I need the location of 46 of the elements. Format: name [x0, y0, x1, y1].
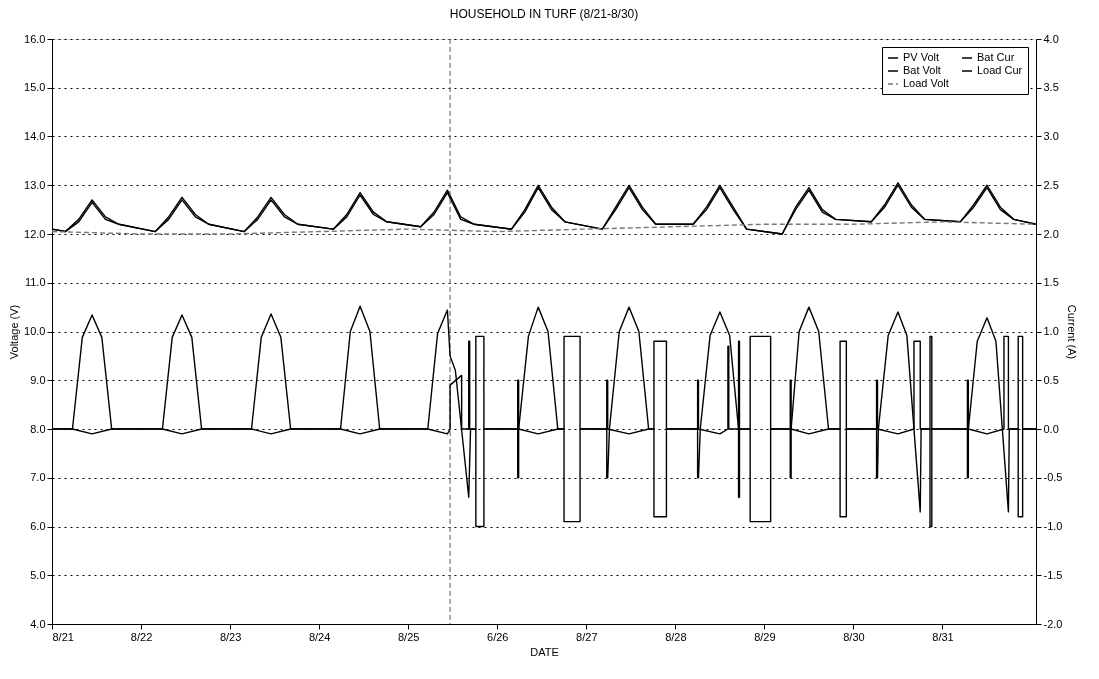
y-tick-label: 14.0 [24, 130, 46, 142]
y2-tick-label: -1.5 [1043, 568, 1063, 581]
y2-tick-label: 3.0 [1043, 130, 1059, 142]
y-tick-label: 12.0 [24, 227, 46, 240]
y2-tick-label: 2.5 [1043, 178, 1059, 191]
x-tick-label: 8/21 [52, 630, 74, 643]
y-tick-label: 7.0 [30, 471, 46, 484]
x-tick-label: 8/27 [576, 630, 598, 643]
x-tick-label: 8/23 [219, 630, 242, 643]
y2-tick-label: 2.0 [1043, 227, 1059, 240]
y2-tick-label: -1.0 [1043, 520, 1063, 532]
y-tick-label: 6.0 [30, 520, 46, 532]
x-tick-label: 8/28 [665, 630, 687, 643]
legend-label: Bat Cur [977, 51, 1015, 63]
y2-tick-label: 0.0 [1043, 422, 1059, 435]
chart-title: HOUSEHOLD IN TURF (8/21-8/30) [449, 7, 639, 21]
y-tick-label: 8.0 [30, 422, 46, 435]
x-tick-label: 8/30 [843, 630, 865, 643]
y2-tick-label: -0.5 [1043, 471, 1063, 484]
y2-tick-label: 4.0 [1043, 32, 1059, 45]
y-tick-label: 10.0 [24, 325, 46, 337]
y-tick-label: 9.0 [30, 373, 46, 386]
x-tick-label: 6/26 [487, 630, 509, 643]
x-axis-title: DATE [530, 645, 559, 658]
y-tick-label: 5.0 [30, 568, 46, 581]
legend-label: Bat Volt [903, 64, 941, 76]
x-tick-label: 8/24 [308, 630, 331, 643]
y2-tick-label: 3.5 [1043, 81, 1059, 94]
y-tick-label: 16.0 [24, 32, 46, 45]
y2-tick-label: 1.5 [1043, 276, 1059, 289]
x-tick-label: 8/25 [397, 630, 420, 643]
x-tick-label: 8/31 [932, 630, 954, 643]
y2-tick-label: 0.5 [1043, 373, 1059, 386]
y2-tick-label: 1.0 [1043, 325, 1059, 337]
y-tick-label: 11.0 [24, 276, 46, 289]
legend-label: Load Cur [977, 64, 1023, 76]
y2-tick-label: -2.0 [1043, 617, 1063, 630]
y2-axis-title: Current (A) [1066, 304, 1079, 360]
x-tick-label: 8/22 [130, 630, 153, 643]
y-tick-label: 13.0 [24, 178, 46, 191]
x-tick-label: 8/29 [754, 630, 776, 643]
legend-label: Load Volt [903, 77, 949, 89]
y-tick-label: 4.0 [30, 617, 46, 630]
y-tick-label: 15.0 [24, 81, 46, 94]
y-axis-title: Voltage (V) [8, 304, 21, 360]
legend-label: PV Volt [903, 51, 940, 63]
